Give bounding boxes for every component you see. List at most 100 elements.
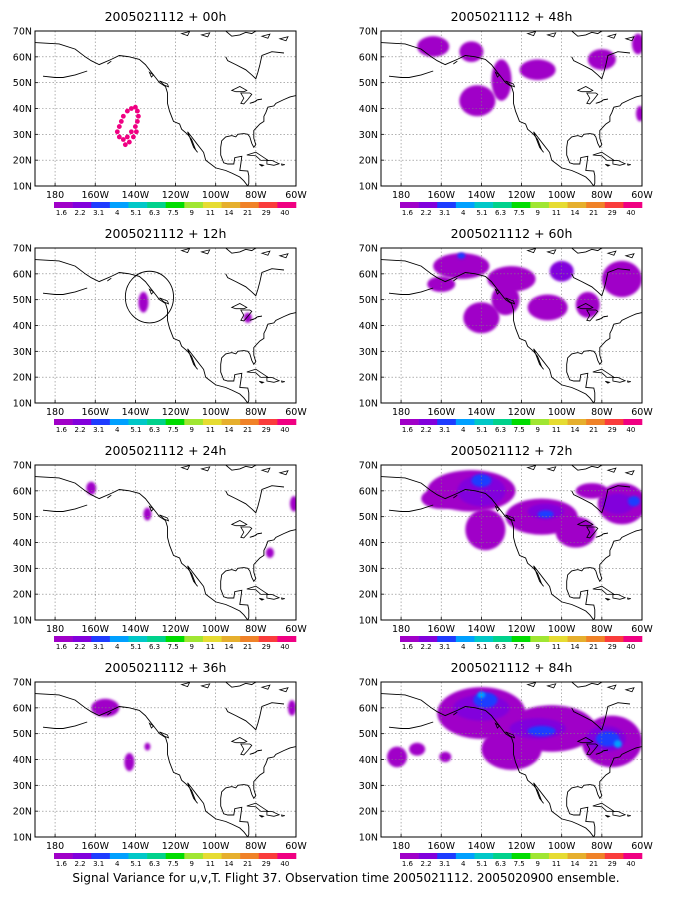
x-tick-label: 80W bbox=[591, 407, 613, 418]
y-tick-label: 50N bbox=[359, 512, 378, 523]
coastline bbox=[546, 249, 557, 255]
colorbar-label: 1.6 bbox=[402, 209, 414, 217]
colorbar-swatch bbox=[128, 202, 148, 208]
colorbar-swatch bbox=[474, 636, 494, 642]
x-tick-label: 180 bbox=[392, 407, 410, 418]
colorbar-swatch bbox=[109, 419, 129, 425]
coastline bbox=[388, 287, 434, 295]
colorbar-label: 14 bbox=[571, 860, 580, 868]
y-tick-label: 60N bbox=[13, 486, 32, 497]
flight-track-point bbox=[134, 108, 140, 114]
colorbar-swatch bbox=[455, 202, 475, 208]
coastline bbox=[571, 248, 603, 254]
colorbar-swatch bbox=[184, 202, 204, 208]
coastline bbox=[278, 36, 289, 42]
colorbar-swatch bbox=[165, 202, 185, 208]
coastline bbox=[566, 312, 642, 403]
colorbar-swatch bbox=[91, 853, 111, 859]
y-tick-label: 30N bbox=[13, 564, 32, 575]
colorbar-label: 4 bbox=[115, 426, 120, 434]
colorbar-swatch bbox=[548, 202, 568, 208]
colorbar-label: 29 bbox=[262, 860, 271, 868]
colorbar-swatch bbox=[277, 636, 297, 642]
x-tick-label: 100W bbox=[202, 190, 230, 201]
colorbar-swatch bbox=[221, 202, 241, 208]
colorbar-swatch bbox=[400, 636, 419, 642]
colorbar-swatch bbox=[258, 419, 278, 425]
y-tick-label: 70N bbox=[13, 461, 32, 472]
variance-patch bbox=[627, 496, 640, 507]
y-tick-label: 30N bbox=[359, 130, 378, 141]
coastline bbox=[240, 309, 253, 322]
x-tick-label: 160W bbox=[427, 190, 455, 201]
coastline bbox=[453, 711, 458, 716]
coastline bbox=[606, 467, 617, 473]
coastline bbox=[35, 693, 249, 837]
coastline bbox=[280, 163, 285, 166]
coastline bbox=[606, 684, 617, 690]
y-tick-label: 30N bbox=[359, 564, 378, 575]
coastline bbox=[494, 71, 501, 78]
coastline bbox=[626, 163, 631, 166]
target-circle bbox=[124, 270, 174, 324]
variance-patch bbox=[473, 692, 498, 708]
flight-track-point bbox=[116, 134, 122, 140]
flight-track-point bbox=[124, 134, 130, 140]
x-tick-label: 140W bbox=[468, 841, 496, 852]
flight-track-point bbox=[130, 134, 136, 140]
y-tick-label: 30N bbox=[359, 347, 378, 358]
y-tick-label: 20N bbox=[359, 373, 378, 384]
x-tick-label: 100W bbox=[202, 407, 230, 418]
y-tick-label: 60N bbox=[13, 52, 32, 63]
colorbar-label: 5.1 bbox=[476, 209, 487, 217]
colorbar-label: 6.3 bbox=[495, 860, 506, 868]
colorbar-label: 1.6 bbox=[56, 860, 68, 868]
coastline bbox=[180, 465, 191, 471]
colorbar-swatch bbox=[184, 636, 204, 642]
x-tick-label: 120W bbox=[162, 407, 190, 418]
colorbar-swatch bbox=[586, 636, 606, 642]
map-panel: 2005021112 + 12h 10N 20N 30N 40N 50N 60N 70N 180… bbox=[0, 217, 346, 434]
flight-track-point bbox=[128, 129, 134, 135]
coastline bbox=[159, 731, 170, 739]
coastline bbox=[566, 529, 642, 620]
map-panel: 2005021112 + 00h 10N 20N 30N 40N 50N 60N 70N 180… bbox=[0, 0, 346, 217]
colorbar-swatch bbox=[91, 636, 111, 642]
colorbar-label: 4 bbox=[461, 209, 466, 217]
map-svg: 2005021112 + 36h 10N 20N 30N 40N 50N 60N 70N 180… bbox=[13, 660, 308, 868]
colorbar-swatch bbox=[54, 202, 73, 208]
colorbar-label: 3.1 bbox=[439, 426, 450, 434]
coastline bbox=[453, 277, 458, 282]
x-tick-label: 180 bbox=[46, 841, 64, 852]
colorbar-swatch bbox=[128, 636, 148, 642]
coastline bbox=[225, 682, 257, 688]
y-tick-label: 20N bbox=[13, 156, 32, 167]
variance-patch bbox=[289, 496, 296, 512]
x-tick-label: 80W bbox=[245, 841, 267, 852]
colorbar-label: 9 bbox=[190, 860, 194, 868]
x-tick-label: 80W bbox=[245, 190, 267, 201]
colorbar-swatch bbox=[54, 419, 73, 425]
coastline bbox=[624, 470, 635, 476]
y-tick-label: 30N bbox=[13, 347, 32, 358]
x-tick-label: 160W bbox=[427, 624, 455, 635]
coastline bbox=[571, 31, 603, 37]
panel-title: 2005021112 + 12h bbox=[105, 226, 227, 241]
y-tick-label: 70N bbox=[359, 27, 378, 38]
coastline bbox=[159, 514, 170, 522]
variance-patch bbox=[459, 41, 484, 62]
variance-patch bbox=[417, 36, 450, 57]
colorbar-label: 14 bbox=[225, 209, 234, 217]
coastline bbox=[107, 711, 112, 716]
colorbar-swatch bbox=[72, 853, 92, 859]
y-tick-label: 60N bbox=[13, 269, 32, 280]
coastline bbox=[225, 51, 285, 80]
x-tick-label: 120W bbox=[508, 624, 536, 635]
y-tick-label: 40N bbox=[13, 321, 32, 332]
colorbar-swatch bbox=[109, 636, 129, 642]
y-tick-label: 60N bbox=[359, 269, 378, 280]
colorbar-swatch bbox=[455, 636, 475, 642]
x-tick-label: 160W bbox=[427, 407, 455, 418]
coastline bbox=[107, 60, 112, 65]
coastline bbox=[280, 597, 285, 600]
